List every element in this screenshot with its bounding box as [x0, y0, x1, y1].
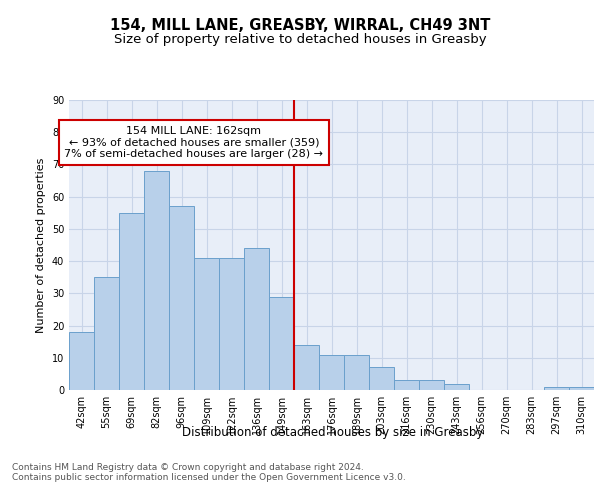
Text: Distribution of detached houses by size in Greasby: Distribution of detached houses by size …: [182, 426, 484, 439]
Bar: [269, 296, 294, 390]
Bar: [244, 248, 269, 390]
Bar: [219, 258, 244, 390]
Bar: [169, 206, 194, 390]
Bar: [569, 387, 594, 390]
Bar: [319, 354, 344, 390]
Text: Size of property relative to detached houses in Greasby: Size of property relative to detached ho…: [113, 32, 487, 46]
Bar: [294, 345, 319, 390]
Bar: [344, 354, 369, 390]
Bar: [394, 380, 419, 390]
Bar: [94, 277, 119, 390]
Bar: [544, 387, 569, 390]
Bar: [119, 213, 144, 390]
Bar: [419, 380, 444, 390]
Text: Contains HM Land Registry data © Crown copyright and database right 2024.
Contai: Contains HM Land Registry data © Crown c…: [12, 463, 406, 482]
Bar: [69, 332, 94, 390]
Bar: [369, 368, 394, 390]
Bar: [444, 384, 469, 390]
Bar: [194, 258, 219, 390]
Text: 154, MILL LANE, GREASBY, WIRRAL, CH49 3NT: 154, MILL LANE, GREASBY, WIRRAL, CH49 3N…: [110, 18, 490, 32]
Bar: [144, 171, 169, 390]
Text: 154 MILL LANE: 162sqm
← 93% of detached houses are smaller (359)
7% of semi-deta: 154 MILL LANE: 162sqm ← 93% of detached …: [65, 126, 323, 159]
Y-axis label: Number of detached properties: Number of detached properties: [36, 158, 46, 332]
